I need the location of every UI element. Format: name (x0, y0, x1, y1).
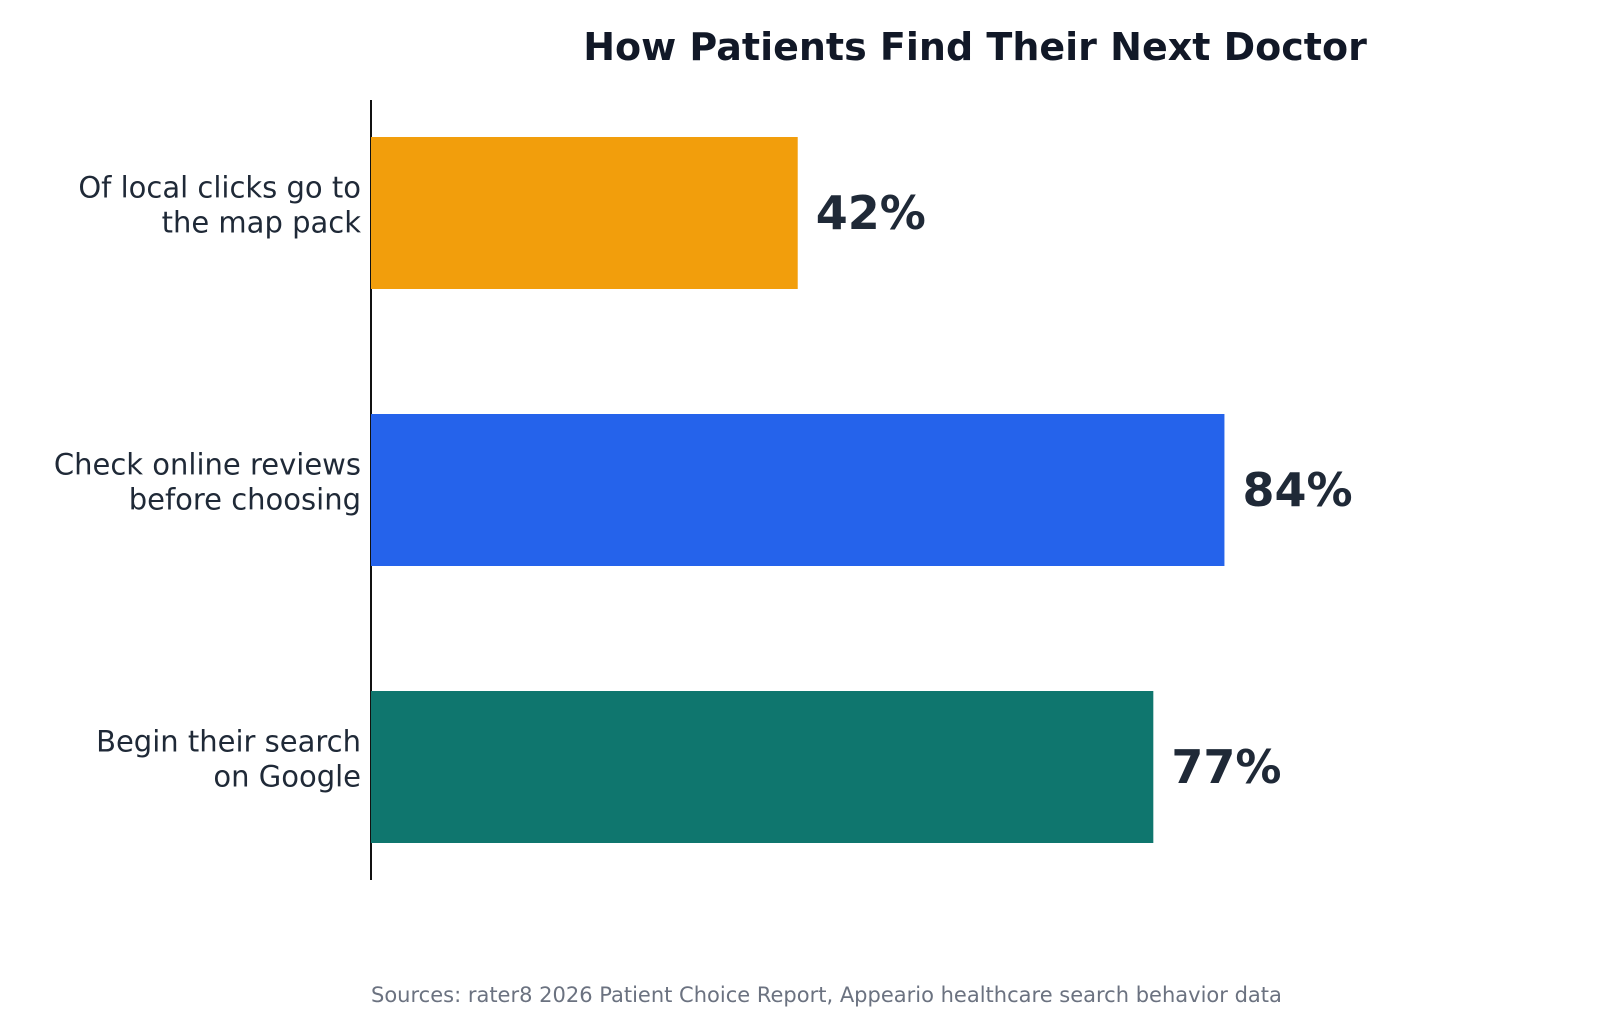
category-label-line: Check online reviews (54, 448, 361, 482)
category-label-line: Begin their search (96, 725, 361, 759)
category-label-line: on Google (213, 760, 361, 794)
category-label-1: Of local clicks go to the map pack (78, 171, 361, 240)
category-label-line: the map pack (162, 206, 362, 240)
category-label-line: Of local clicks go to (78, 171, 361, 205)
chart-title: How Patients Find Their Next Doctor (583, 25, 1367, 69)
value-label-3: 77% (1171, 740, 1281, 794)
value-label-1: 42% (816, 186, 926, 240)
bar-2 (371, 414, 1225, 566)
bar-3 (371, 691, 1154, 843)
bars-group: Of local clicks go to the map pack 42% Chec… (54, 137, 1353, 843)
value-label-2: 84% (1242, 463, 1352, 517)
category-label-3: Begin their search on Google (96, 725, 361, 794)
source-note: Sources: rater8 2026 Patient Choice Repo… (371, 983, 1282, 1007)
category-label-2: Check online reviews before choosing (54, 448, 361, 517)
category-label-line: before choosing (129, 483, 361, 517)
bar-1 (371, 137, 798, 289)
